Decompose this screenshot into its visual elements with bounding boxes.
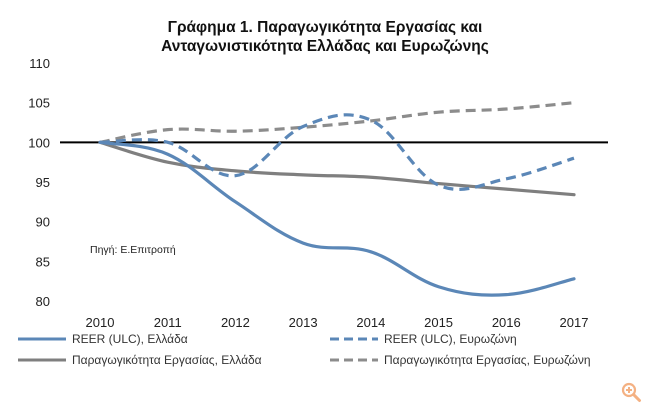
x-tick-label: 2015 <box>424 315 453 330</box>
x-tick-label: 2011 <box>154 315 182 330</box>
x-tick-label: 2012 <box>221 315 250 330</box>
legend-item-4: Παραγωγικότητα Εργασίας, Ευρωζώνη <box>330 351 591 369</box>
y-tick-label: 95 <box>36 175 50 190</box>
chart-title-line-1: Γράφημα 1. Παραγωγικότητα Εργασίας και <box>167 19 483 36</box>
legend-label: Παραγωγικότητα Εργασίας, Ελλάδα <box>72 353 262 367</box>
legend-label: REER (ULC), Ευρωζώνη <box>384 332 517 346</box>
source-note: Πηγή: Ε.Επιτροπή <box>90 244 176 256</box>
y-tick-label: 85 <box>36 254 50 269</box>
chart-title-line-2: Ανταγωνιστικότητα Ελλάδας και Ευρωζώνης <box>161 38 489 55</box>
chart-legend: REER (ULC), Ελλάδα REER (ULC), Ευρωζώνη Πα… <box>0 326 650 376</box>
x-tick-label: 2017 <box>560 315 589 330</box>
x-axis: 2010 2011 2012 2013 2014 2015 2016 2017 <box>86 315 589 330</box>
legend-label: Παραγωγικότητα Εργασίας, Ευρωζώνη <box>384 353 591 367</box>
y-tick-label: 80 <box>36 294 50 309</box>
y-tick-label: 110 <box>29 56 50 71</box>
chart-title: Γράφημα 1. Παραγωγικότητα Εργασίας και Α… <box>0 18 650 56</box>
legend-swatch <box>330 337 378 341</box>
zoom-in-icon[interactable] <box>620 381 642 403</box>
y-axis: 80 85 90 95 100 105 110 <box>28 56 50 309</box>
series-line-3 <box>98 140 576 197</box>
legend-label: REER (ULC), Ελλάδα <box>72 332 188 346</box>
legend-item-3: Παραγωγικότητα Εργασίας, Ελλάδα <box>18 351 262 369</box>
x-tick-label: 2016 <box>492 315 521 330</box>
x-tick-label: 2014 <box>356 315 385 330</box>
legend-item-1: REER (ULC), Ελλάδα <box>18 330 188 348</box>
y-tick-label: 105 <box>28 96 50 111</box>
x-tick-label: 2010 <box>86 315 115 330</box>
legend-swatch <box>18 358 66 362</box>
legend-swatch <box>330 358 378 362</box>
x-tick-label: 2013 <box>289 315 318 330</box>
series-line-2 <box>99 113 575 191</box>
y-tick-label: 100 <box>28 135 50 150</box>
y-tick-label: 90 <box>36 215 50 230</box>
series-line-4 <box>99 101 575 144</box>
series-lines <box>98 101 576 297</box>
legend-swatch <box>18 337 66 341</box>
legend-item-2: REER (ULC), Ευρωζώνη <box>330 330 517 348</box>
series-line-1 <box>98 140 576 297</box>
